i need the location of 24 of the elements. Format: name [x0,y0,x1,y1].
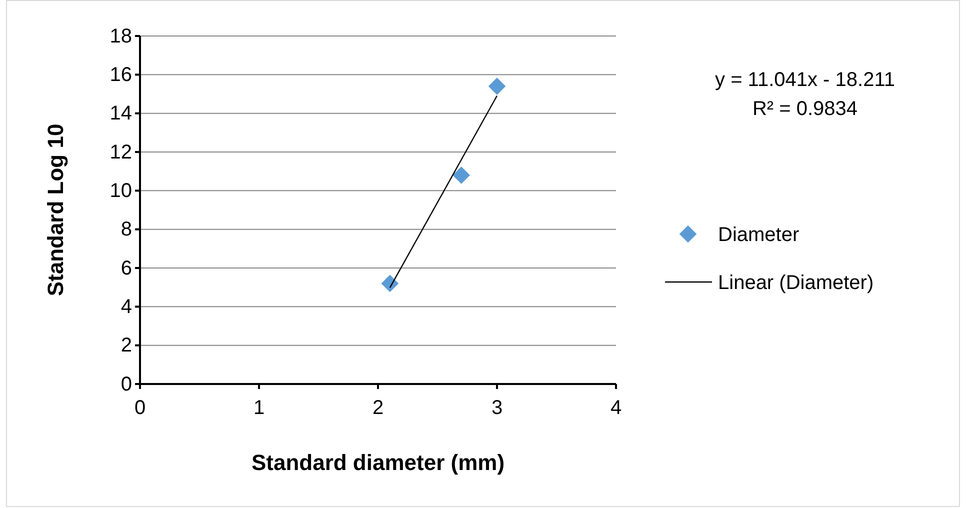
x-tick-label: 1 [253,397,265,419]
y-tick-label: 18 [110,25,132,48]
y-tick-label: 12 [110,141,132,164]
y-tick-label: 6 [120,257,132,280]
point [381,274,399,292]
y-tick-label: 14 [110,102,132,125]
point [488,78,506,95]
y-tick-label: 4 [120,296,132,318]
y-tick-label: 8 [120,218,132,241]
legend-label: Linear (Diameter) [718,272,874,294]
x-tick-label: 0 [134,397,146,419]
x-tick-label: 3 [491,397,503,419]
y-tick-label: 10 [110,180,132,202]
y-tick-label: 2 [120,334,132,357]
x-axis-title: Standard diameter (mm) [251,450,505,475]
y-tick-label: 0 [120,373,132,396]
x-tick-label: 2 [372,397,384,419]
point [452,166,470,184]
legend-label: Diameter [718,224,800,246]
x-tick-label: 4 [610,397,622,419]
y-axis-title: Standard Log 10 [43,124,68,296]
y-tick-label: 16 [110,64,132,86]
text: R² = 0.9834 [752,98,858,120]
text: y = 11.041x - 18.211 [715,69,895,91]
